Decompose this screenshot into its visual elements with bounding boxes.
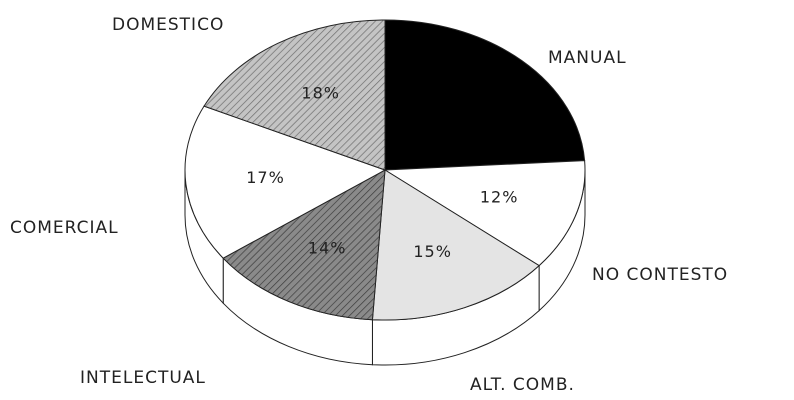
value-label: 18%	[301, 84, 340, 103]
category-label: NO CONTESTO	[592, 265, 728, 285]
value-label: 15%	[413, 242, 452, 261]
category-label: MANUAL	[548, 48, 627, 68]
category-label: DOMESTICO	[112, 15, 224, 35]
category-label: INTELECTUAL	[80, 368, 206, 388]
value-label: 17%	[246, 168, 285, 187]
slice	[384, 19, 586, 171]
slice	[371, 169, 540, 321]
slice	[184, 105, 387, 259]
value-label: 14%	[308, 238, 347, 257]
category-label: COMERCIAL	[10, 218, 119, 238]
slice-hatch	[223, 170, 385, 320]
slice-hatch	[204, 20, 385, 170]
category-label: ALT. COMB.	[470, 375, 575, 395]
value-label: 12%	[480, 187, 519, 206]
slice	[383, 160, 586, 267]
